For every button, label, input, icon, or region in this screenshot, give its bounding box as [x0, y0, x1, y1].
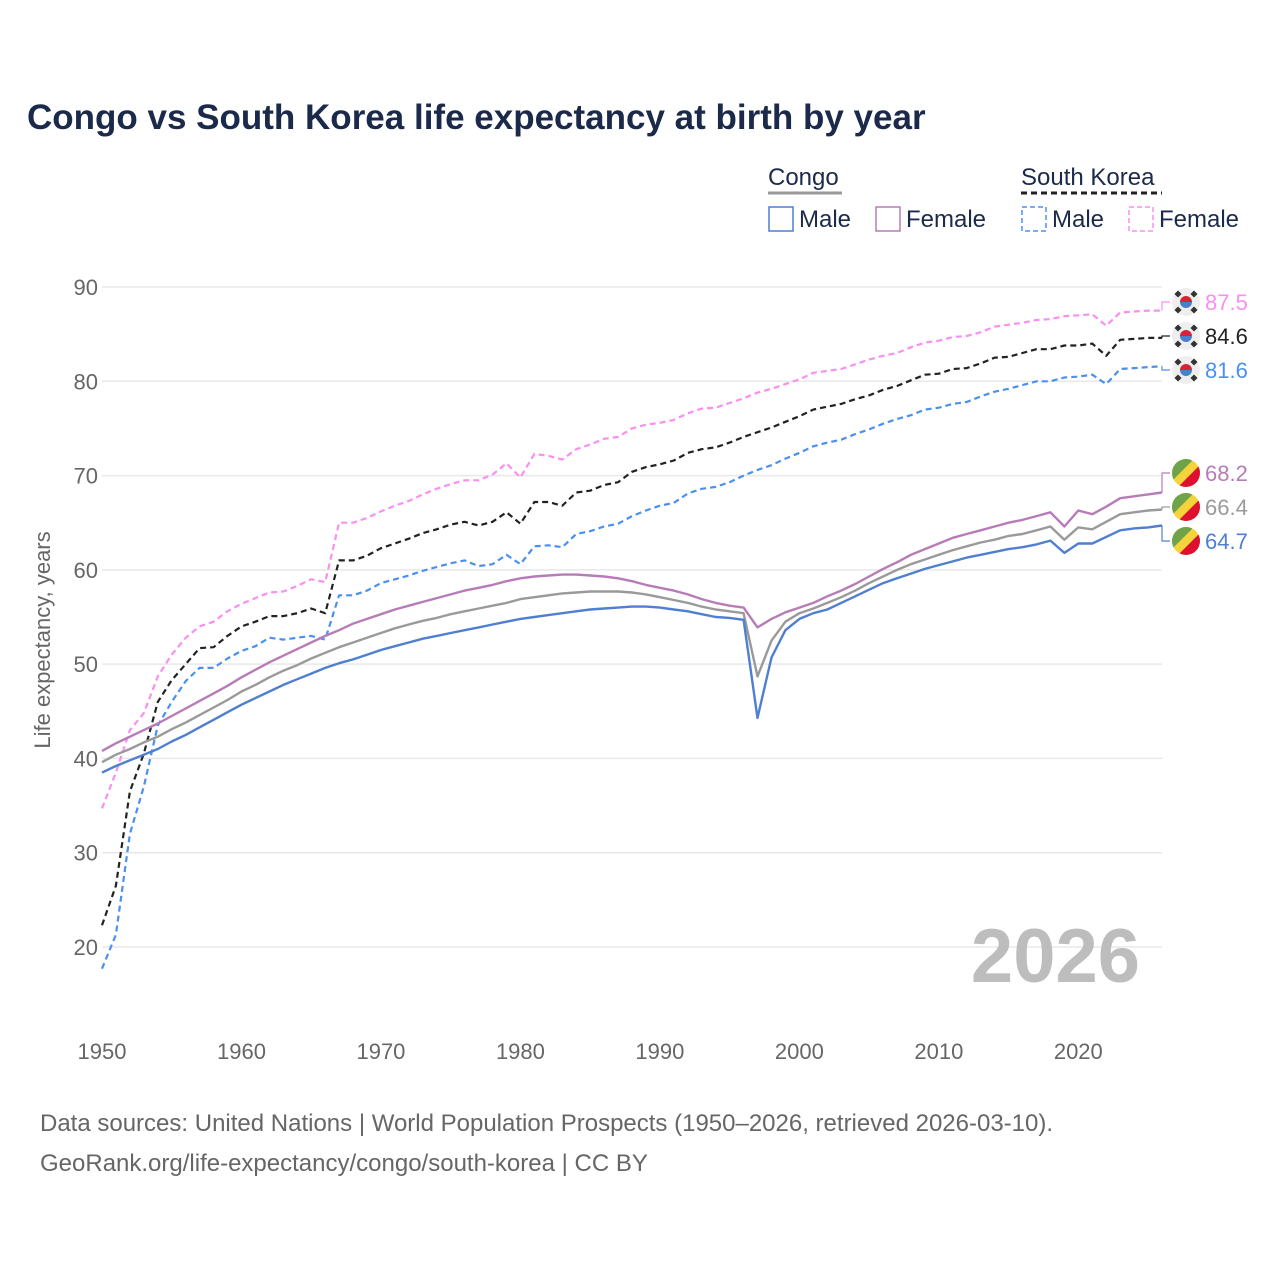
end-value-label-south-korea-male: 81.6 — [1205, 358, 1248, 383]
series-lines — [100, 309, 1163, 970]
legend-group-south-korea: South Korea — [1021, 164, 1155, 191]
legend-label-congo-male: Male — [799, 206, 851, 233]
legend-swatch-congo-female — [875, 206, 901, 232]
x-tick-label: 2010 — [914, 1039, 963, 1064]
south-korea-flag-icon — [1172, 322, 1200, 350]
end-label-connector — [1161, 525, 1170, 542]
series-line-congo-female — [101, 491, 1163, 752]
y-tick-label: 40 — [74, 746, 98, 771]
series-line-congo — [101, 508, 1163, 764]
footer-link[interactable]: GeoRank.org/life-expectancy/congo/south-… — [40, 1150, 648, 1177]
series-line-south-korea-female — [100, 309, 1162, 809]
legend-label-korea-female: Female — [1159, 206, 1239, 233]
south-korea-flag-icon — [1172, 288, 1200, 316]
end-value-label-congo: 66.4 — [1205, 495, 1248, 520]
legend: Congo Male Female South Korea Male Femal… — [768, 164, 1239, 233]
x-tick-label: 1990 — [635, 1039, 684, 1064]
legend-swatch-korea-male — [1021, 206, 1047, 232]
congo-flag-icon — [1172, 459, 1200, 487]
x-axis-ticks: 1950 1960 1970 1980 1990 2000 2010 2020 — [78, 1039, 1103, 1064]
x-tick-label: 2000 — [775, 1039, 824, 1064]
current-year-label: 2026 — [971, 914, 1140, 999]
legend-label-korea-male: Male — [1052, 206, 1104, 233]
y-axis-label: Life expectancy, years — [30, 531, 55, 748]
gridlines — [102, 286, 1162, 948]
end-labels: 87.5 84.6 81.6 68.2 66.4 64.7 — [1161, 288, 1248, 555]
end-label-connector — [1161, 472, 1170, 493]
end-value-label-congo-male: 64.7 — [1205, 529, 1248, 554]
legend-swatch-korea-female — [1128, 206, 1154, 232]
y-tick-label: 60 — [74, 558, 98, 583]
end-value-label-congo-female: 68.2 — [1205, 461, 1248, 486]
legend-label-congo-female: Female — [906, 206, 986, 233]
y-tick-label: 90 — [74, 275, 98, 300]
series-line-south-korea-male — [100, 365, 1163, 970]
y-tick-label: 70 — [74, 464, 98, 489]
y-tick-label: 20 — [74, 935, 98, 960]
congo-flag-icon — [1172, 527, 1200, 555]
x-tick-label: 2020 — [1054, 1039, 1103, 1064]
legend-swatch-congo-male — [768, 206, 794, 232]
chart-title: Congo vs South Korea life expectancy at … — [27, 98, 926, 137]
x-tick-label: 1960 — [217, 1039, 266, 1064]
x-tick-label: 1980 — [496, 1039, 545, 1064]
legend-group-congo: Congo — [768, 164, 839, 191]
series-line-congo-male — [101, 524, 1163, 774]
y-tick-label: 80 — [74, 369, 98, 394]
end-label-connector — [1161, 301, 1170, 311]
x-tick-label: 1970 — [356, 1039, 405, 1064]
south-korea-flag-icon — [1172, 356, 1200, 384]
footer-sources: Data sources: United Nations | World Pop… — [40, 1110, 1053, 1137]
x-tick-label: 1950 — [78, 1039, 127, 1064]
end-label-connector — [1161, 335, 1170, 338]
series-line-south-korea — [100, 336, 1162, 926]
y-tick-label: 50 — [74, 652, 98, 677]
congo-flag-icon — [1172, 493, 1200, 521]
end-label-connector — [1161, 366, 1170, 371]
y-axis-ticks: 20 30 40 50 60 70 80 90 — [74, 275, 98, 960]
y-tick-label: 30 — [74, 841, 98, 866]
end-label-connector — [1161, 506, 1170, 510]
end-value-label-south-korea: 84.6 — [1205, 324, 1248, 349]
end-value-label-south-korea-female: 87.5 — [1205, 290, 1248, 315]
